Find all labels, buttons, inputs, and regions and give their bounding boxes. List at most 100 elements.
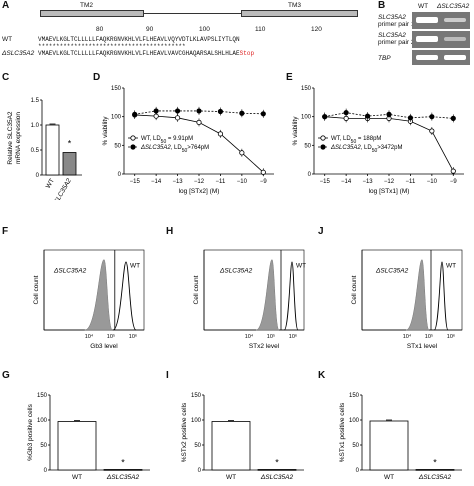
h-mutant-histogram <box>255 259 280 331</box>
d-xtick-label-3: −12 <box>194 179 205 185</box>
d-xtick-label-5: −10 <box>237 179 248 185</box>
c-bar-1 <box>62 152 77 176</box>
d-xtick-label-2: −13 <box>172 179 183 185</box>
d-legend-label-0: WT, LD50 = 9.91pM <box>141 136 193 145</box>
gel-3 <box>412 50 470 65</box>
e-point-1-2 <box>364 113 371 119</box>
mut-sequence: VMAEVLKGLTCLLLLLFAQKRGNVKHLVLFLHEAVLVAVC… <box>38 50 255 57</box>
f-x-label: Gb3 level <box>90 343 118 350</box>
ruler-80: 80 <box>96 26 104 33</box>
d-point-0-3 <box>196 119 202 126</box>
panel-k-label: K <box>318 370 326 381</box>
e-point-0-6 <box>450 168 456 174</box>
ruler-90: 90 <box>146 26 154 33</box>
i-bar-0 <box>211 421 251 471</box>
j-xtick-label-1: 10⁵ <box>425 333 433 340</box>
e-ytick-label-3: 150 <box>301 86 312 92</box>
h-xtick-label-1: 10⁵ <box>267 333 275 340</box>
d-xtick-label-4: −11 <box>216 179 226 185</box>
f-wt-label: WT <box>130 263 140 270</box>
mut-seq-label: ΔSLC35A2 <box>2 50 35 57</box>
e-legend-marker-0 <box>320 135 326 141</box>
k-ytick-label-2: 100 <box>349 418 360 424</box>
b-col-wt: WT <box>418 3 429 10</box>
i-xtick-label-0: WT <box>226 474 236 481</box>
ruler-110: 110 <box>255 26 266 33</box>
tm2-bar <box>40 10 144 17</box>
e-xtick-label-0: −15 <box>320 179 331 185</box>
h-x-label: STx2 level <box>249 343 280 350</box>
chart-k: 0 50 100 150%STx1 positive cells WT ΔSLC35A2 * <box>339 393 462 481</box>
panel-j-label: J <box>318 226 324 237</box>
d-point-1-6 <box>260 111 266 117</box>
gel-1 <box>412 12 470 29</box>
d-point-0-5 <box>239 150 245 156</box>
g-bar-0 <box>57 421 97 471</box>
c-ytick-label-3: 1.5 <box>31 98 40 104</box>
tm3-bar <box>241 10 358 17</box>
e-legend-label-1: ΔSLC35A2, LD50>3472pM <box>330 145 402 154</box>
g-xtick-label-0: WT <box>72 474 82 481</box>
panel-h-label: H <box>166 226 174 237</box>
i-ytick-label-2: 100 <box>191 418 202 424</box>
e-xtick-label-6: −9 <box>450 179 458 185</box>
i-ytick-label-3: 150 <box>191 393 202 399</box>
f-mutant-histogram <box>84 259 113 331</box>
e-legend-marker-1 <box>320 144 326 150</box>
d-xtick-label-0: −15 <box>130 179 141 185</box>
j-mutant-label: ΔSLC35A2 <box>375 267 409 274</box>
e-xtick-label-3: −12 <box>384 179 395 185</box>
e-ytick-label-2: 100 <box>301 115 312 121</box>
e-ytick-label-1: 50 <box>304 143 311 149</box>
chart-g: 0 50 100 150%Gb3 positive cells WT ΔSLC35A2 * <box>27 393 150 481</box>
g-ytick-label-3: 150 <box>37 393 48 399</box>
e-ytick-label-0: 0 <box>308 172 312 178</box>
j-xtick-label-2: 10⁶ <box>447 333 455 340</box>
panel-d-label: D <box>93 72 101 83</box>
g-ytick-label-1: 50 <box>40 443 47 449</box>
e-point-0-1 <box>343 115 349 121</box>
h-mutant-label: ΔSLC35A2 <box>219 267 253 274</box>
d-ytick-label-1: 50 <box>114 143 121 149</box>
f-xtick-label-1: 10⁵ <box>107 333 115 340</box>
k-bar-0 <box>369 420 409 471</box>
d-legend-marker-0 <box>130 135 136 141</box>
f-xtick-label-0: 10⁴ <box>85 333 94 340</box>
d-ytick-label-3: 150 <box>111 86 122 92</box>
j-mutant-histogram <box>405 259 430 331</box>
panel-f-label: F <box>2 226 9 237</box>
g-ytick-label-0: 0 <box>44 468 48 474</box>
d-point-0-2 <box>174 115 181 121</box>
wt-seq-label: WT <box>2 36 13 43</box>
e-xtick-label-5: −10 <box>427 179 438 185</box>
b-row2b: primer pair 2 <box>378 39 415 46</box>
d-point-1-5 <box>239 110 245 116</box>
k-ytick-label-3: 150 <box>349 393 360 399</box>
k-bar-1 <box>415 469 455 471</box>
c-y-label-line2: mRNA expression <box>15 112 22 164</box>
ruler-100: 100 <box>199 26 210 33</box>
chart-j: 10⁴ 10⁵ 10⁶ STx1 level Cell count ΔSLC35A2 WT <box>351 249 463 350</box>
d-point-0-4 <box>217 131 224 137</box>
i-ytick-label-0: 0 <box>198 468 202 474</box>
d-point-0-6 <box>260 169 266 175</box>
j-xtick-label-0: 10⁴ <box>403 333 412 340</box>
e-point-1-1 <box>343 110 349 116</box>
i-xtick-label-1: ΔSLC35A2 <box>260 474 294 481</box>
f-xtick-label-2: 10⁶ <box>129 333 137 340</box>
g-ytick-label-2: 100 <box>37 418 48 424</box>
c-bar-0 <box>45 124 60 176</box>
d-xtick-label-1: −14 <box>151 179 162 185</box>
e-point-1-5 <box>429 114 435 120</box>
chart-i: 0 50 100 150%STx2 positive cells WT ΔSLC35A2 * <box>181 393 304 481</box>
tm-line <box>143 13 241 14</box>
e-xtick-label-2: −13 <box>362 179 373 185</box>
h-wt-label: WT <box>296 263 306 270</box>
b-row3: TBP <box>378 55 391 62</box>
d-point-1-4 <box>217 108 224 115</box>
e-y-label: % viability <box>292 116 299 146</box>
e-point-1-3 <box>386 111 392 117</box>
k-ytick-label-1: 50 <box>352 443 359 449</box>
h-xtick-label-0: 10⁴ <box>245 333 254 340</box>
d-ytick-label-2: 100 <box>111 115 122 121</box>
